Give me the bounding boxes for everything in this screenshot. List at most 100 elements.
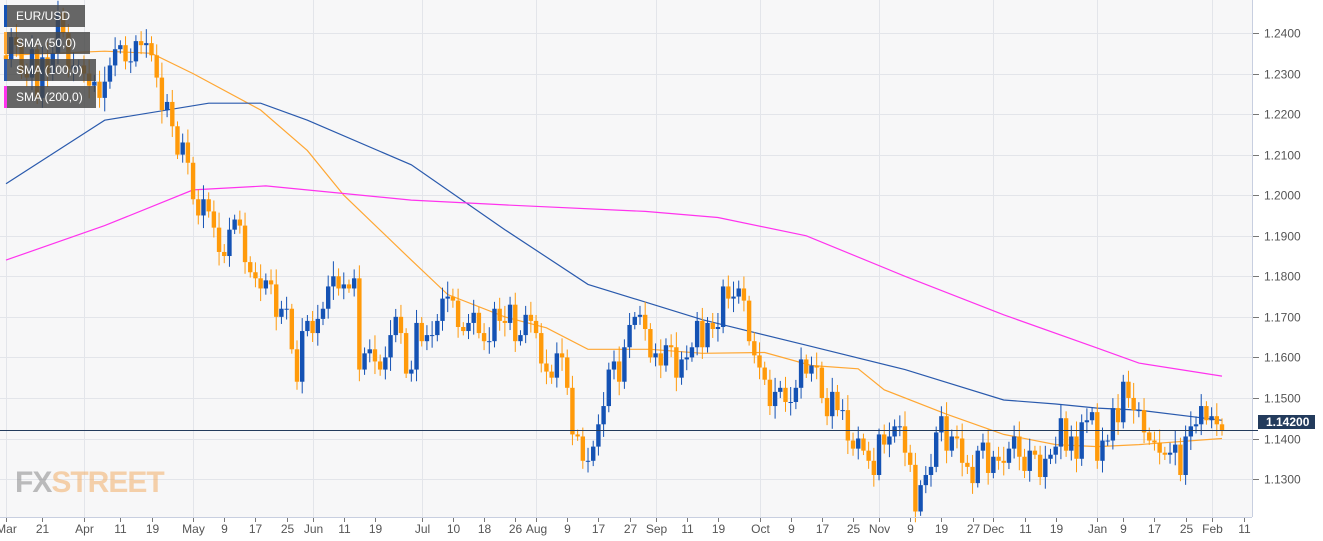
candle-body [871, 460, 877, 475]
candle [346, 279, 352, 293]
candle-body [211, 211, 217, 228]
legend-color-swatch [4, 86, 7, 108]
candle [1131, 382, 1136, 424]
candle-body [949, 436, 954, 451]
candle-body [528, 314, 534, 321]
candle [850, 432, 856, 456]
candle-body [793, 387, 799, 403]
candle [1058, 404, 1064, 460]
x-tick-label: Apr [75, 522, 94, 536]
x-tick-label: 25 [281, 522, 295, 536]
candle [1162, 446, 1168, 461]
candle-body [788, 402, 793, 404]
candle-body [975, 450, 980, 484]
y-tick-label: 1.2200 [1264, 108, 1301, 122]
candle [616, 346, 622, 396]
candle-body [606, 369, 612, 407]
candle-body [549, 371, 554, 378]
candle [331, 261, 336, 300]
x-tick-label: 19 [712, 522, 726, 536]
candle [1069, 425, 1074, 461]
candle [1027, 438, 1032, 482]
candle-body [362, 353, 367, 370]
watermark-street: STREET [51, 466, 164, 499]
candle-body [668, 345, 674, 348]
candle-body [393, 316, 398, 336]
legend-eurusd[interactable]: EUR/USD [4, 5, 85, 27]
x-axis: Mar 21 Apr 11 19 May 9 17 25 Jun 11 19 Jul 10 18 26 Aug 9… [0, 518, 1251, 536]
candle-body [663, 345, 669, 366]
candle-body [3, 55, 9, 60]
candle-body [481, 333, 487, 342]
candle [476, 306, 482, 339]
legend-sma100[interactable]: SMA (100,0) [4, 59, 96, 81]
candle-body [539, 333, 544, 364]
candle [1063, 411, 1069, 457]
candle [736, 280, 741, 304]
legend-label: SMA (50,0) [16, 36, 77, 50]
legend-sma50[interactable]: SMA (50,0) [4, 32, 90, 54]
legend-sma200[interactable]: SMA (200,0) [4, 86, 96, 108]
candle-body [1110, 408, 1116, 441]
candle [466, 314, 471, 340]
candle-body [164, 101, 170, 111]
candle [944, 402, 949, 464]
candle [471, 299, 476, 335]
candle-body [388, 335, 393, 358]
legend-color-swatch [4, 59, 7, 81]
candle [461, 322, 466, 336]
candle-body [180, 142, 185, 155]
candle-body [149, 43, 154, 56]
x-tick-label: May [182, 522, 205, 536]
candle [357, 265, 362, 382]
candle [1084, 408, 1090, 434]
candle-body [1121, 381, 1126, 423]
candle-body [409, 369, 414, 374]
candle [627, 312, 632, 359]
candle-body [222, 251, 227, 257]
x-tick-label: 9 [788, 522, 795, 536]
candle [918, 480, 923, 516]
candle-body [554, 353, 560, 378]
candle-body [601, 406, 606, 425]
x-tick-label: 17 [816, 522, 830, 536]
x-tick-label: Oct [751, 522, 770, 536]
candle [554, 342, 560, 388]
candle [1136, 402, 1142, 418]
candle-body [1204, 406, 1209, 421]
candle-body [107, 65, 113, 82]
candle-body [897, 426, 903, 428]
candle [996, 446, 1001, 470]
candle-body [954, 436, 960, 439]
candle-body [523, 314, 528, 336]
candle-body [575, 434, 580, 437]
candle-body [1100, 440, 1105, 461]
legend-label: EUR/USD [16, 9, 71, 23]
candle-body [658, 353, 663, 366]
x-tick-label: 19 [1050, 522, 1064, 536]
candle [310, 310, 315, 343]
candle-body [970, 466, 975, 484]
candle [871, 447, 877, 487]
x-tick-label: Aug [526, 522, 547, 536]
candle [227, 217, 232, 267]
candle-body [1043, 458, 1048, 478]
candle-body [996, 456, 1001, 461]
candle-body [97, 81, 102, 98]
candle [274, 269, 279, 331]
candle [123, 36, 128, 70]
candle-body [513, 304, 518, 342]
candle [206, 192, 211, 218]
x-tick-label: 19 [935, 522, 949, 536]
x-tick-label: Nov [869, 522, 890, 536]
candle-body [289, 308, 295, 350]
candle-body [715, 326, 721, 330]
candle [1043, 445, 1048, 489]
y-tick-label: 1.1300 [1264, 473, 1301, 487]
candle [861, 433, 866, 456]
candle-body [419, 322, 424, 342]
candle [684, 345, 689, 371]
y-axis: 1.2400 1.2300 1.2200 1.2100 1.2000 1.1900 1.18… [1253, 27, 1301, 487]
candle [164, 94, 170, 118]
candle-body [778, 387, 783, 392]
